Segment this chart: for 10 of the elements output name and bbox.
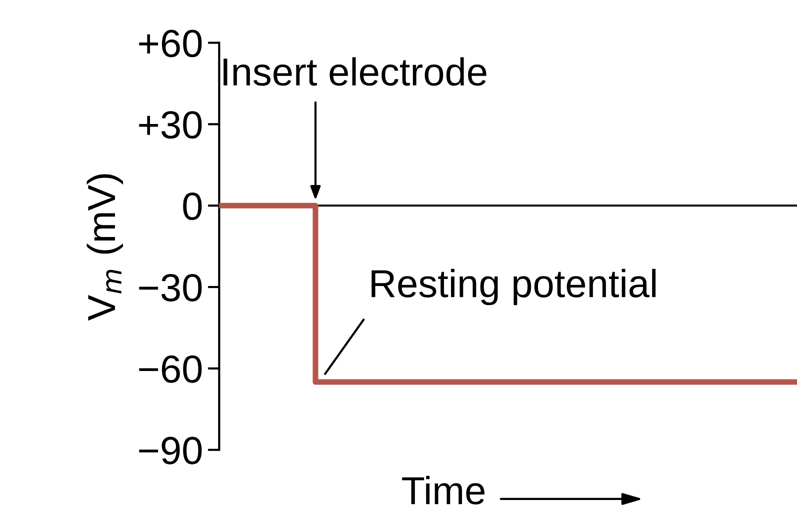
y-tick-label: 0	[183, 192, 202, 220]
x-axis-title: Time	[402, 476, 484, 504]
y-tick-label: −90	[139, 436, 202, 464]
y-tick-label: +30	[139, 111, 202, 139]
y-axis-title: V$_{m}$ (mV)	[86, 174, 124, 321]
annotation: Insert electrode	[224, 57, 486, 86]
y-tick-label: −30	[139, 274, 202, 302]
y-tick-label: +60	[139, 30, 202, 58]
annotation: Resting potential	[372, 268, 656, 306]
y-tick-label: −60	[139, 355, 202, 383]
